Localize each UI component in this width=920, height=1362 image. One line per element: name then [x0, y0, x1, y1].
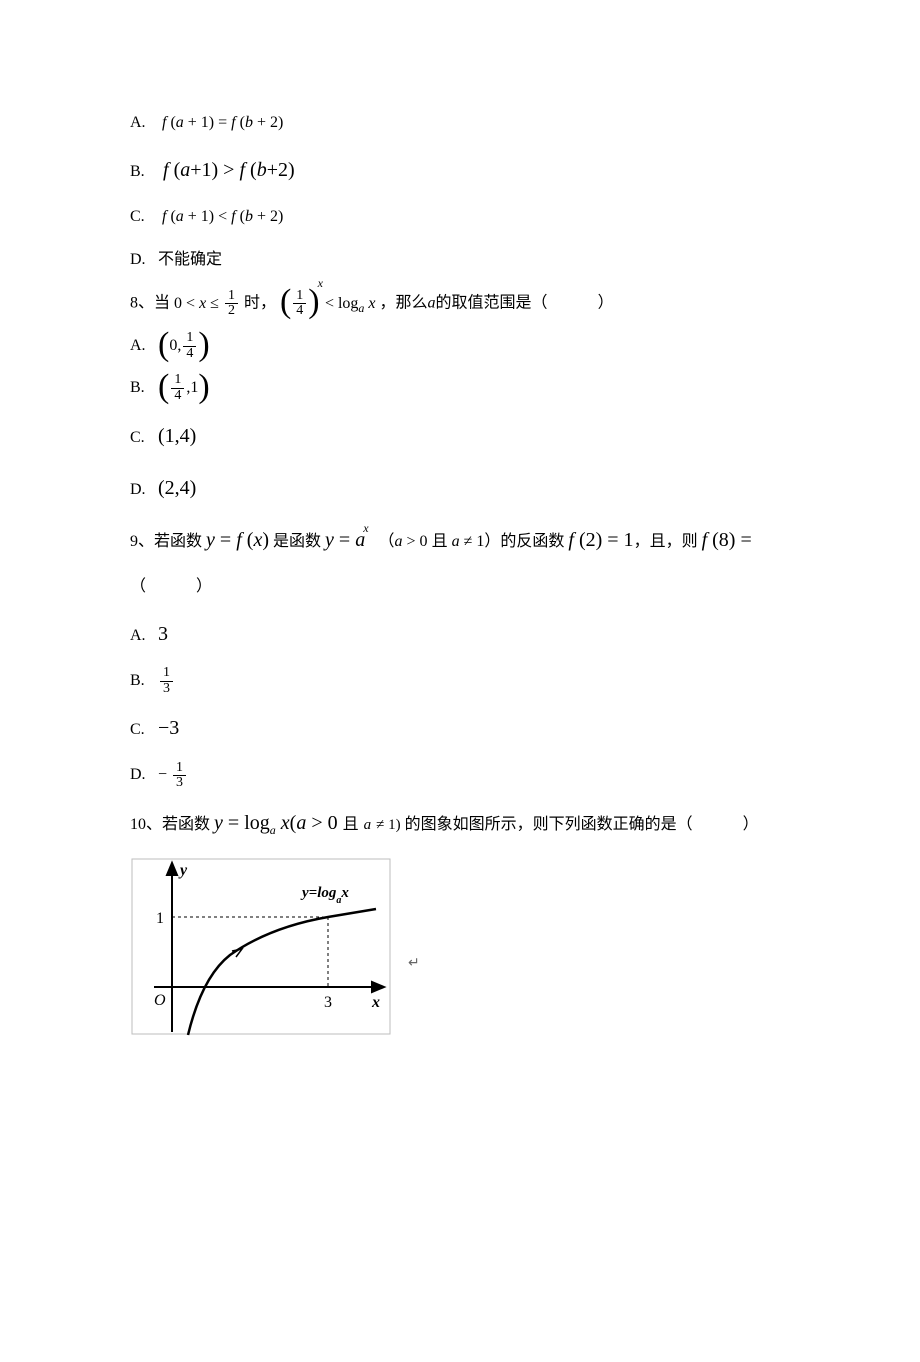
option-label: B.: [130, 153, 154, 191]
math-f2: f (2) = 1: [568, 529, 633, 551]
curve-label: y=logax: [300, 885, 349, 906]
option-label: B.: [130, 369, 154, 407]
q8-stem: 8、当 0 < x ≤ 12 时， (14)x< loga x ，那么a的取值范…: [130, 283, 790, 323]
stem-text: 时，: [244, 295, 276, 312]
stem-text: ，那么: [380, 295, 428, 312]
option-text: (14,1): [158, 379, 210, 396]
option-text: (1,4): [158, 425, 196, 447]
q7-option-b: B. f (a+1) > f (b+2): [130, 146, 790, 194]
log-curve: [188, 909, 376, 1035]
x-tick-label: 3: [324, 994, 332, 1011]
q8-option-c: C. (1,4): [130, 412, 790, 460]
q8-option-b: B. (14,1): [130, 369, 790, 407]
stem-text: ，且，则: [634, 533, 698, 550]
math-ax: y = ax: [325, 529, 371, 551]
math-fx: y = f (x): [206, 529, 269, 551]
math-f8: f (8) =: [702, 529, 752, 551]
q7-option-c: C. f (a + 1) < f (b + 2): [130, 198, 790, 236]
question-number: 10、: [130, 816, 162, 833]
option-text: f (a+1) > f (b+2): [158, 159, 295, 181]
option-text: −3: [158, 717, 179, 739]
q9-option-d: D. − 13: [130, 756, 790, 794]
y-tick-label: 1: [156, 910, 164, 927]
log-graph-svg: 1 O y x 3 y=logax ↵: [130, 857, 430, 1047]
stem-text: 的图象如图所示，则下列函数正确的是（: [405, 816, 693, 833]
option-text: 13: [158, 672, 175, 689]
q8-option-a: A. (0,14): [130, 327, 790, 365]
page: A. f (a + 1) = f (b + 2) B. f (a+1) > f …: [0, 0, 920, 1362]
math-cond: 0 < x ≤ 12: [174, 295, 240, 312]
question-number: 9、: [130, 533, 154, 550]
stem-text: ）: [598, 295, 614, 312]
stem-text: 的取值范围是（: [436, 295, 548, 312]
question-number: 8、: [130, 295, 154, 312]
option-text: f (a + 1) < f (b + 2): [158, 208, 283, 225]
paren-close: ）: [484, 533, 500, 550]
option-label: C.: [130, 198, 154, 236]
q7-option-d: D. 不能确定: [130, 241, 790, 279]
option-text: − 13: [158, 766, 188, 783]
stem-text: 是函数: [273, 533, 321, 550]
stem-text: 若函数: [154, 533, 202, 550]
math-ineq: (14)x< loga x: [280, 295, 376, 312]
option-label: A.: [130, 327, 154, 365]
stem-text: 当: [154, 295, 170, 312]
q9-option-b: B. 13: [130, 662, 790, 700]
option-label: D.: [130, 756, 154, 794]
option-text: 3: [158, 623, 168, 645]
q10-graph: 1 O y x 3 y=logax ↵: [130, 857, 790, 1062]
option-text: (2,4): [158, 477, 196, 499]
return-glyph: ↵: [408, 956, 420, 971]
paren-open: （: [375, 533, 395, 550]
option-label: C.: [130, 419, 154, 457]
option-text: 不能确定: [158, 251, 222, 268]
option-label: A.: [130, 617, 154, 655]
option-label: D.: [130, 241, 154, 279]
origin-label: O: [154, 992, 166, 1009]
q7-option-a: A. f (a + 1) = f (b + 2): [130, 104, 790, 142]
option-text: (0,14): [158, 337, 210, 354]
math-fn: y = loga x(a > 0 且 a ≠ 1): [214, 812, 401, 834]
q9-stem: 9、若函数 y = f (x) 是函数 y = ax （a > 0 且 a ≠ …: [130, 516, 790, 564]
q8-option-d: D. (2,4): [130, 464, 790, 512]
stem-text: 若函数: [162, 816, 210, 833]
stem-text: 的反函数: [500, 533, 564, 550]
q9-option-c: C. −3: [130, 704, 790, 752]
answer-paren: （）: [130, 578, 212, 595]
option-text: f (a + 1) = f (b + 2): [158, 114, 283, 131]
option-label: D.: [130, 471, 154, 509]
option-label: A.: [130, 104, 154, 142]
q9-option-a: A. 3: [130, 610, 790, 658]
q10-stem: 10、若函数 y = loga x(a > 0 且 a ≠ 1) 的图象如图所示…: [130, 799, 790, 847]
stem-text: ）: [743, 816, 759, 833]
math-cond: a > 0 且 a ≠ 1: [395, 533, 485, 550]
math-var: a: [428, 295, 436, 312]
q9-paren: （）: [130, 568, 790, 606]
option-label: B.: [130, 662, 154, 700]
y-axis-label: y: [178, 862, 188, 879]
option-label: C.: [130, 711, 154, 749]
x-axis-label: x: [371, 994, 380, 1011]
